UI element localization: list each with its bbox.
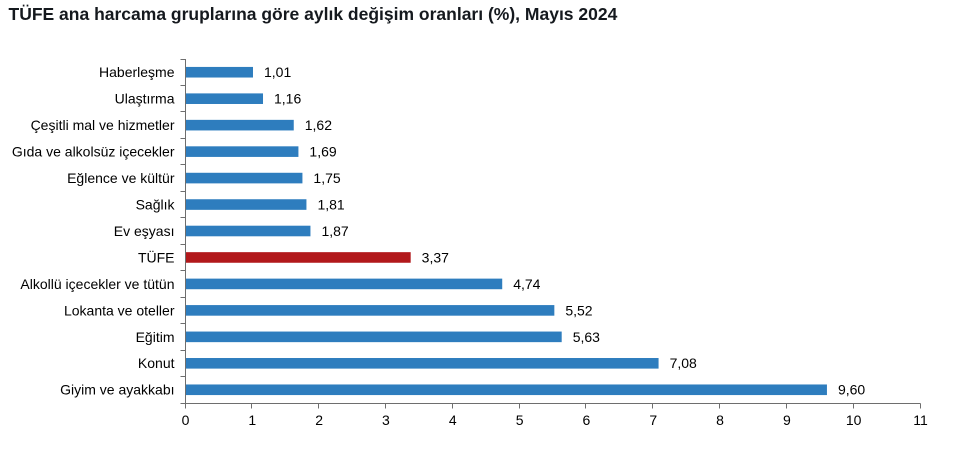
- svg-text:5: 5: [516, 412, 524, 428]
- svg-text:9: 9: [783, 412, 791, 428]
- svg-text:1,87: 1,87: [321, 223, 348, 239]
- svg-text:0: 0: [182, 412, 190, 428]
- svg-text:1,16: 1,16: [274, 91, 301, 107]
- svg-text:Ev eşyası: Ev eşyası: [114, 223, 175, 239]
- svg-text:Konut: Konut: [138, 355, 175, 371]
- svg-text:1,81: 1,81: [317, 196, 344, 212]
- svg-text:Giyim ve ayakkabı: Giyim ve ayakkabı: [60, 382, 174, 398]
- svg-text:Çeşitli mal ve hizmetler: Çeşitli mal ve hizmetler: [31, 117, 175, 133]
- svg-text:1,69: 1,69: [309, 144, 336, 160]
- svg-text:6: 6: [583, 412, 591, 428]
- svg-text:10: 10: [846, 412, 862, 428]
- svg-text:3: 3: [382, 412, 390, 428]
- svg-text:Eğlence ve kültür: Eğlence ve kültür: [67, 170, 175, 186]
- svg-text:9,60: 9,60: [838, 382, 865, 398]
- svg-text:5,52: 5,52: [565, 302, 592, 318]
- svg-text:Lokanta ve oteller: Lokanta ve oteller: [64, 302, 175, 318]
- svg-text:2: 2: [315, 412, 323, 428]
- svg-text:Haberleşme: Haberleşme: [99, 64, 175, 80]
- svg-text:4,74: 4,74: [513, 276, 540, 292]
- svg-text:1,01: 1,01: [264, 64, 291, 80]
- svg-text:Sağlık: Sağlık: [136, 196, 176, 212]
- svg-text:Eğitim: Eğitim: [136, 329, 175, 345]
- svg-text:1,62: 1,62: [305, 117, 332, 133]
- svg-text:Alkollü içecekler ve tütün: Alkollü içecekler ve tütün: [20, 276, 174, 292]
- svg-text:7: 7: [649, 412, 657, 428]
- svg-text:4: 4: [449, 412, 457, 428]
- svg-text:3,37: 3,37: [422, 249, 449, 265]
- svg-text:1: 1: [248, 412, 256, 428]
- svg-text:11: 11: [913, 412, 928, 428]
- svg-text:TÜFE: TÜFE: [138, 248, 175, 265]
- svg-text:7,08: 7,08: [670, 355, 697, 371]
- svg-text:TÜFE ana harcama gruplarına gö: TÜFE ana harcama gruplarına göre aylık d…: [9, 4, 618, 24]
- svg-text:8: 8: [716, 412, 724, 428]
- svg-text:Ulaştırma: Ulaştırma: [115, 91, 175, 107]
- svg-text:1,75: 1,75: [313, 170, 340, 186]
- svg-text:5,63: 5,63: [573, 329, 600, 345]
- svg-text:Gıda ve alkolsüz içecekler: Gıda ve alkolsüz içecekler: [12, 144, 175, 160]
